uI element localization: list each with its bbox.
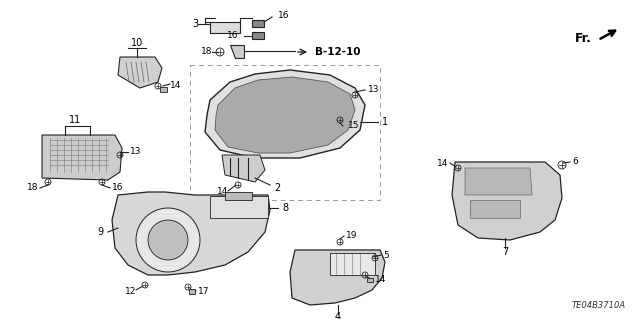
- Polygon shape: [465, 168, 532, 195]
- Text: 5: 5: [383, 250, 388, 259]
- Polygon shape: [210, 196, 268, 218]
- Text: 9: 9: [98, 227, 104, 237]
- Polygon shape: [112, 192, 270, 275]
- Polygon shape: [230, 45, 244, 58]
- Polygon shape: [210, 22, 240, 33]
- Polygon shape: [225, 192, 252, 200]
- Text: 16: 16: [278, 11, 289, 19]
- Polygon shape: [205, 70, 365, 158]
- Bar: [159, 86, 166, 92]
- Text: 8: 8: [282, 203, 288, 213]
- Bar: [367, 278, 373, 282]
- Bar: [189, 288, 195, 293]
- Polygon shape: [470, 200, 520, 218]
- Text: 19: 19: [346, 232, 358, 241]
- Text: Fr.: Fr.: [575, 32, 592, 44]
- Text: 6: 6: [572, 158, 578, 167]
- Text: 7: 7: [502, 247, 508, 257]
- Polygon shape: [252, 20, 264, 27]
- Polygon shape: [42, 135, 122, 180]
- Text: 13: 13: [368, 85, 380, 94]
- Text: 12: 12: [125, 286, 136, 295]
- Text: B-12-10: B-12-10: [315, 47, 360, 57]
- Circle shape: [136, 208, 200, 272]
- Polygon shape: [290, 250, 385, 305]
- Text: 14: 14: [170, 81, 181, 91]
- Text: 13: 13: [130, 147, 141, 157]
- Polygon shape: [252, 32, 264, 39]
- Text: 1: 1: [382, 117, 388, 127]
- Polygon shape: [330, 253, 375, 275]
- Text: 18: 18: [200, 48, 212, 56]
- Text: 14: 14: [216, 188, 228, 197]
- Text: 17: 17: [198, 286, 209, 295]
- Text: 10: 10: [131, 38, 143, 48]
- Text: 3: 3: [192, 19, 198, 29]
- Polygon shape: [118, 57, 162, 88]
- Text: 4: 4: [335, 312, 341, 319]
- Polygon shape: [222, 155, 265, 182]
- Polygon shape: [215, 77, 355, 153]
- Text: 14: 14: [375, 276, 387, 285]
- Text: 14: 14: [436, 159, 448, 167]
- Polygon shape: [452, 162, 562, 240]
- Text: 11: 11: [69, 115, 81, 125]
- Text: 16: 16: [112, 183, 124, 192]
- Text: 16: 16: [227, 32, 238, 41]
- Circle shape: [148, 220, 188, 260]
- Text: 2: 2: [274, 183, 280, 193]
- Text: 18: 18: [26, 183, 38, 192]
- Text: 15: 15: [348, 122, 360, 130]
- Text: TE04B3710A: TE04B3710A: [572, 300, 626, 309]
